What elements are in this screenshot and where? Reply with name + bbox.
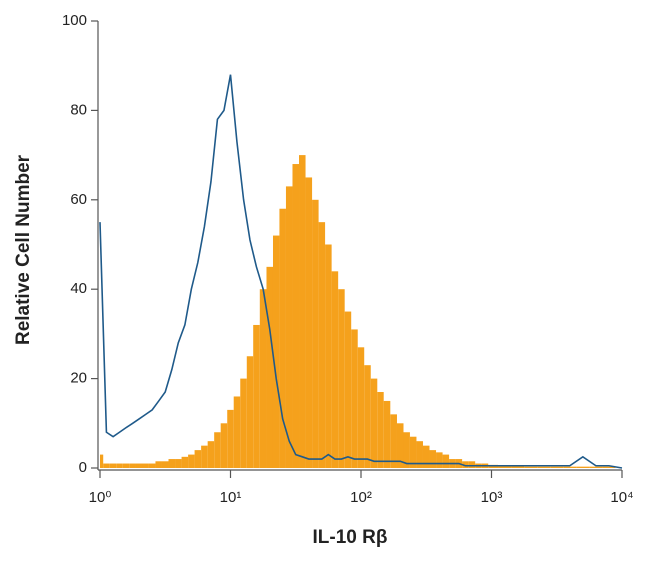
histogram-bar <box>227 409 234 468</box>
histogram-bar <box>357 347 365 468</box>
histogram-bar <box>194 450 202 468</box>
histogram-bar <box>383 400 391 468</box>
histogram-bar <box>116 463 123 468</box>
x-tick-label: 10³ <box>481 489 503 506</box>
histogram-bar <box>155 461 162 468</box>
histogram-bar <box>181 456 189 468</box>
histogram-bar <box>175 459 182 468</box>
y-tick-label: 40 <box>70 280 87 297</box>
y-tick-label: 20 <box>70 370 87 387</box>
histogram-outline <box>99 74 623 469</box>
histogram-bar <box>207 441 215 468</box>
histogram-bar <box>550 466 564 468</box>
histogram-bar <box>259 289 267 468</box>
histogram-bar <box>122 463 130 468</box>
histogram-bar <box>285 186 293 468</box>
histogram-bar <box>201 445 208 468</box>
histogram-bar <box>253 324 260 468</box>
histogram-bar <box>279 208 286 469</box>
histogram-bar <box>524 466 538 468</box>
x-tick-label: 10⁰ <box>89 489 112 506</box>
histogram-bar <box>576 466 590 468</box>
histogram-bar <box>266 266 273 468</box>
histogram-bar <box>409 436 417 468</box>
histogram-bar <box>299 155 306 468</box>
histogram-bar <box>403 432 410 468</box>
histogram-bar <box>370 378 378 468</box>
histogram-bar <box>344 311 352 468</box>
histogram-bar <box>537 466 551 468</box>
histogram-bar <box>468 461 476 468</box>
histogram-bar <box>240 378 247 468</box>
histogram-bar <box>589 466 603 468</box>
histogram-bar <box>135 463 143 468</box>
histogram-bar <box>498 465 512 468</box>
histogram-bar <box>436 452 443 468</box>
y-tick-label: 100 <box>62 12 87 29</box>
histogram-bar <box>429 450 437 468</box>
histogram-bar <box>442 454 450 468</box>
y-tick-label: 0 <box>79 459 87 476</box>
histogram-bar <box>462 461 469 468</box>
histogram-bar <box>511 465 525 468</box>
x-tick-label: 10¹ <box>220 489 242 506</box>
histogram-bar <box>109 463 117 468</box>
histogram-bar <box>338 289 345 468</box>
histogram-bar <box>390 414 397 468</box>
x-axis-label: IL-10 Rβ <box>313 527 388 548</box>
histogram-bar <box>148 463 156 468</box>
histogram-bar <box>142 463 149 468</box>
y-tick-label: 60 <box>70 191 87 208</box>
histogram-bar <box>364 365 371 468</box>
x-tick-label: 10² <box>350 489 372 506</box>
histogram-bar <box>331 271 339 468</box>
histogram-bar <box>351 329 358 468</box>
histogram-bar <box>325 244 332 468</box>
histogram-bar <box>422 445 430 468</box>
histogram-bar <box>272 235 280 468</box>
histogram-bar <box>318 222 326 468</box>
histogram-bar <box>292 164 300 469</box>
histogram-bar <box>312 199 319 469</box>
histogram-bar <box>168 459 176 468</box>
histogram-bar <box>233 396 241 468</box>
histogram-bar <box>220 423 228 468</box>
histogram-bar <box>396 423 404 468</box>
x-tick-label: 10⁴ <box>610 489 633 506</box>
y-axis-label: Relative Cell Number <box>13 154 34 345</box>
histogram-bar <box>246 356 254 468</box>
histogram-bar <box>377 392 384 468</box>
y-tick-label: 80 <box>70 101 87 118</box>
histogram-bar <box>103 463 110 468</box>
histogram-bar <box>129 463 136 468</box>
histogram-bar <box>161 461 169 468</box>
histogram-bar <box>416 441 423 468</box>
histogram-bar <box>602 466 616 468</box>
histogram-bar <box>188 454 195 468</box>
histogram-bar <box>563 466 577 468</box>
histogram-bar <box>305 177 313 468</box>
histogram-bar <box>214 432 221 468</box>
histogram-bar <box>100 454 104 468</box>
